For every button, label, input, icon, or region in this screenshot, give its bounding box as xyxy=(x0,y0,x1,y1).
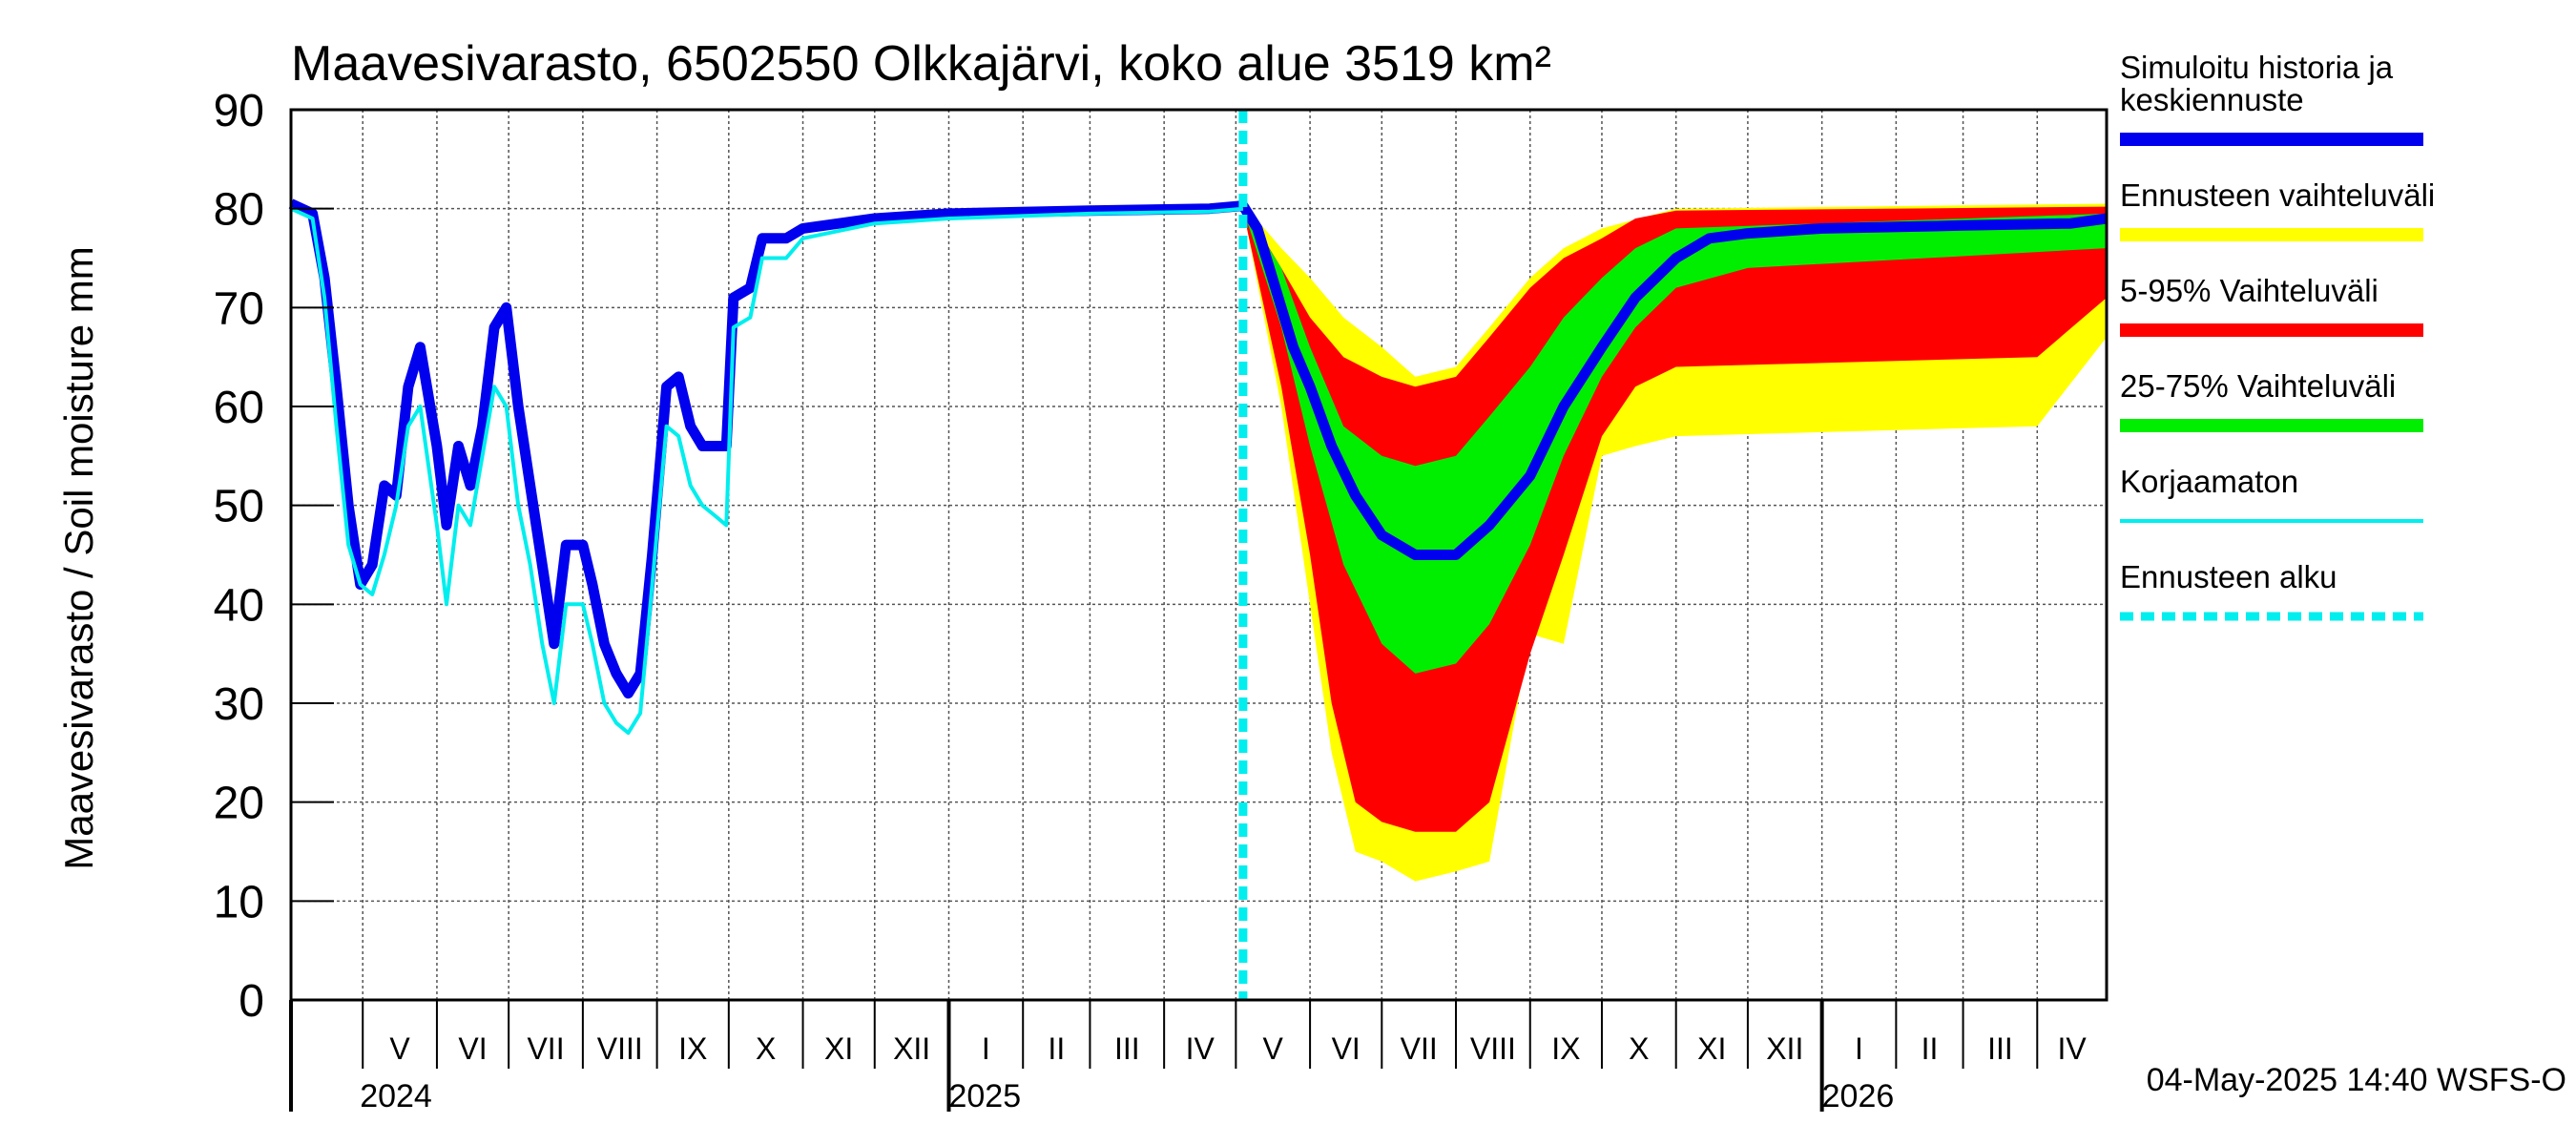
legend-label: Simuloitu historia ja xyxy=(2120,50,2394,85)
month-label: XII xyxy=(893,1031,930,1066)
y-tick-label: 50 xyxy=(214,482,264,532)
legend-label: Ennusteen alku xyxy=(2120,559,2337,594)
month-label: VI xyxy=(458,1031,487,1066)
month-label: IX xyxy=(678,1031,707,1066)
year-label: 2024 xyxy=(360,1078,432,1114)
month-label: X xyxy=(1629,1031,1649,1066)
series-line-simulated xyxy=(288,198,2108,699)
month-label: X xyxy=(756,1031,776,1066)
y-tick-label: 90 xyxy=(214,86,264,136)
month-label: II xyxy=(1048,1031,1065,1066)
month-label: I xyxy=(982,1031,990,1066)
month-label: II xyxy=(1922,1031,1939,1066)
legend-label: 25-75% Vaihteluväli xyxy=(2120,368,2396,404)
series-lines xyxy=(288,110,2108,1000)
y-tick-label: 20 xyxy=(214,779,264,829)
month-label: VI xyxy=(1332,1031,1361,1066)
month-label: V xyxy=(1263,1031,1284,1066)
month-label: III xyxy=(1114,1031,1140,1066)
y-tick-label: 0 xyxy=(239,976,264,1027)
legend-label: Ennusteen vaihteluväli xyxy=(2120,177,2435,213)
legend-label: 5-95% Vaihteluväli xyxy=(2120,273,2379,308)
timestamp-footer: 04-May-2025 14:40 WSFS-O xyxy=(2147,1062,2566,1098)
series-line-uncorrected xyxy=(290,206,1244,736)
legend-label: keskiennuste xyxy=(2120,82,2304,117)
month-label: VII xyxy=(1401,1031,1438,1066)
plot-frame xyxy=(289,108,2109,1002)
month-label: XI xyxy=(824,1031,853,1066)
year-label: 2025 xyxy=(948,1078,1021,1114)
y-tick-label: 40 xyxy=(214,580,264,631)
y-tick-label: 10 xyxy=(214,877,264,927)
y-tick-label: 60 xyxy=(214,383,264,433)
month-label: XII xyxy=(1766,1031,1803,1066)
y-tick-label: 70 xyxy=(214,283,264,334)
month-label: IX xyxy=(1551,1031,1580,1066)
chart-title: Maavesivarasto, 6502550 Olkkajärvi, koko… xyxy=(291,36,1551,92)
month-label: IV xyxy=(1186,1031,1215,1066)
month-label: IV xyxy=(2058,1031,2088,1066)
month-label: III xyxy=(1987,1031,2013,1066)
month-label: I xyxy=(1855,1031,1863,1066)
month-label: VIII xyxy=(1470,1031,1516,1066)
legend-label: Korjaamaton xyxy=(2120,464,2298,499)
y-tick-label: 30 xyxy=(214,679,264,730)
month-label: VII xyxy=(527,1031,564,1066)
forecast-bands xyxy=(1242,203,2107,882)
band-5-95-vaihteluv-li xyxy=(1242,204,2107,832)
y-tick-label: 80 xyxy=(214,185,264,236)
month-label: VIII xyxy=(597,1031,643,1066)
month-label: V xyxy=(389,1031,410,1066)
y-axis-label: Maavesivarasto / Soil moisture mm xyxy=(56,246,101,870)
year-label: 2026 xyxy=(1822,1078,1895,1114)
month-label: XI xyxy=(1697,1031,1726,1066)
